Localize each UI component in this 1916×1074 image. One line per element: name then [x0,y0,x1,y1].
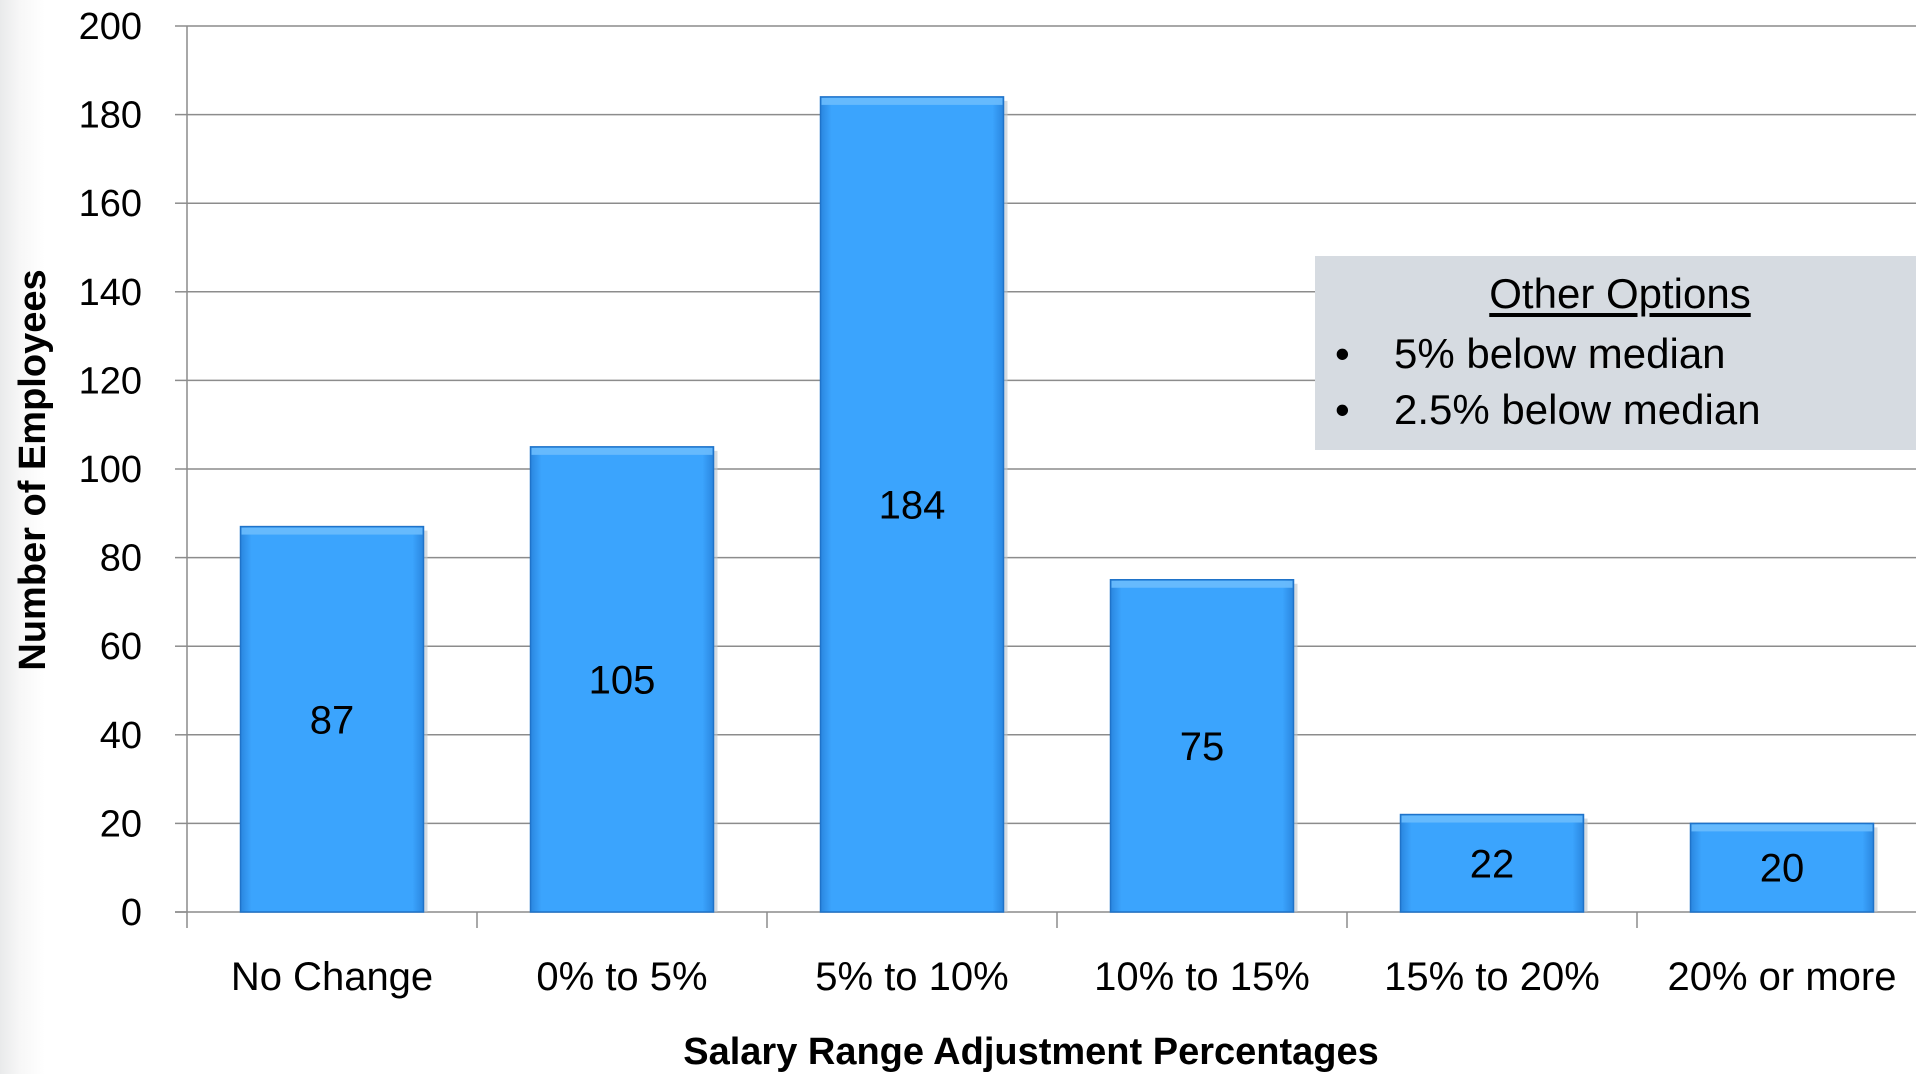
other-options-box: Other Options • 5% below median • 2.5% b… [1315,256,1916,450]
y-tick-label: 200 [79,6,142,48]
gridlines [187,25,1916,825]
bar [1109,579,1295,913]
bar-data-label: 22 [1470,842,1515,886]
labels: 0 20 40 60 80 100 120 140 160 180 200 87 No Change 10… [79,6,1897,999]
bullet-icon: • [1335,386,1350,433]
y-tick-label: 180 [79,95,142,137]
bar-top-bevel [1691,824,1873,832]
y-tick-label: 0 [121,892,142,934]
y-tick-label: 120 [79,360,142,402]
bars [239,96,1878,913]
bar-data-label: 20 [1760,847,1805,891]
bar [529,446,715,913]
y-tick-label: 60 [100,626,142,668]
x-category-label: 5% to 10% [815,955,1008,999]
other-option-text: 5% below median [1394,330,1726,377]
bar-top-bevel [821,97,1003,105]
bar [239,525,425,913]
y-tick-label: 40 [100,715,142,757]
bar-top-bevel [1401,815,1583,823]
bar-data-label: 184 [879,483,946,527]
bar-top-bevel [1111,580,1293,588]
bullet-icon: • [1335,330,1350,377]
x-axis-title: Salary Range Adjustment Percentages [683,1031,1379,1073]
axes [175,25,1916,928]
y-tick-label: 80 [100,538,142,580]
y-tick-label: 160 [79,183,142,225]
bar-top-bevel [241,527,423,535]
bar-data-label: 75 [1180,725,1225,769]
y-axis-title: Number of Employees [12,269,54,670]
y-tick-label: 20 [100,803,142,845]
x-category-label: No Change [231,955,433,999]
y-tick-label: 100 [79,449,142,491]
other-option-text: 2.5% below median [1394,386,1761,433]
bar [1399,813,1585,913]
x-category-label: 15% to 20% [1384,955,1600,999]
x-category-label: 10% to 15% [1094,955,1310,999]
bar [819,96,1005,913]
x-category-label: 20% or more [1668,955,1897,999]
other-options-title: Other Options [1489,270,1751,317]
bar [1689,822,1875,913]
bar-data-label: 87 [310,698,355,742]
y-tick-label: 140 [79,272,142,314]
bar-top-bevel [531,447,713,455]
x-category-label: 0% to 5% [536,955,707,999]
bar-data-label: 105 [589,658,656,702]
